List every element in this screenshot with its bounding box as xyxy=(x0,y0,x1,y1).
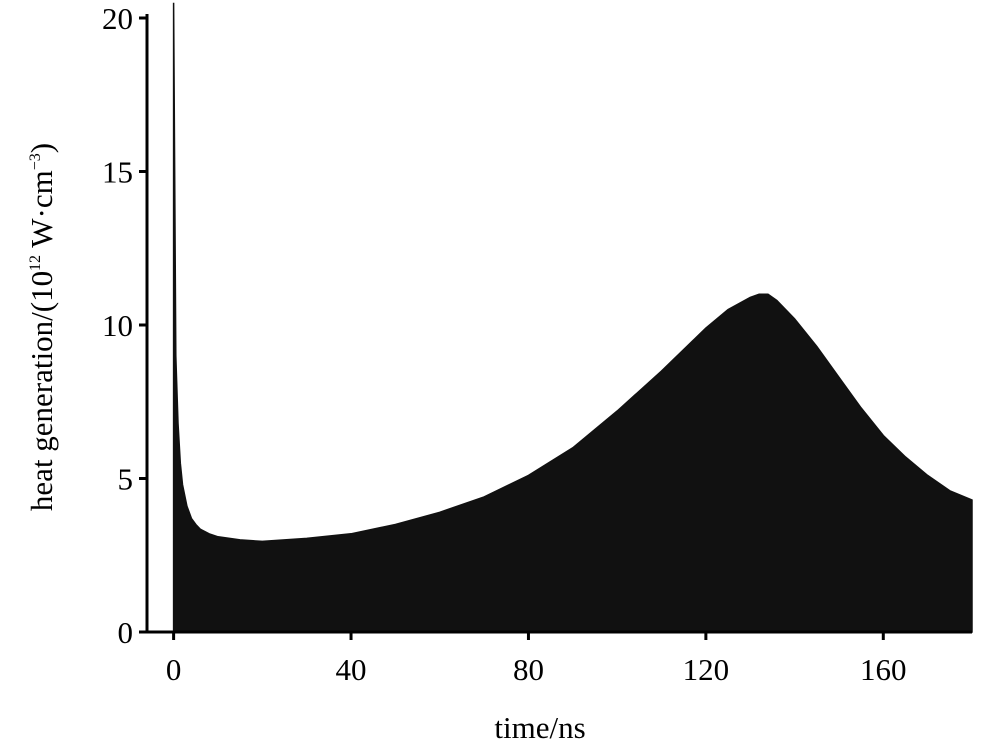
x-tick-label-80: 80 xyxy=(513,652,544,687)
plot-area xyxy=(172,2,973,633)
x-tick-label-40: 40 xyxy=(336,652,367,687)
x-tick-label-0: 0 xyxy=(166,652,182,687)
x-axis-title: time/ns xyxy=(494,710,585,745)
y-axis-title-suffix: ) xyxy=(24,143,59,153)
y-tick-label-0: 0 xyxy=(118,615,134,650)
labels: time/ns heat generation/(1012 W·cm−3) xyxy=(24,143,586,745)
y-axis-title-exponent-2: −3 xyxy=(27,153,44,170)
y-axis-title-exponent-1: 12 xyxy=(27,255,44,271)
y-axis-title-prefix: heat generation/(10 xyxy=(24,271,59,511)
x-tick-label-120: 120 xyxy=(683,652,730,687)
y-tick-label-15: 15 xyxy=(102,155,133,190)
y-tick-label-20: 20 xyxy=(102,1,133,36)
y-axis-title: heat generation/(1012 W·cm−3) xyxy=(24,143,59,511)
y-tick-label-10: 10 xyxy=(102,308,133,343)
area-series-0 xyxy=(172,2,973,633)
y-axis-title-unit: W·cm xyxy=(24,170,59,255)
axes: 0 5 10 15 20 0 40 80 120 160 xyxy=(102,1,972,687)
y-tick-label-5: 5 xyxy=(118,462,134,497)
x-tick-label-160: 160 xyxy=(860,652,907,687)
